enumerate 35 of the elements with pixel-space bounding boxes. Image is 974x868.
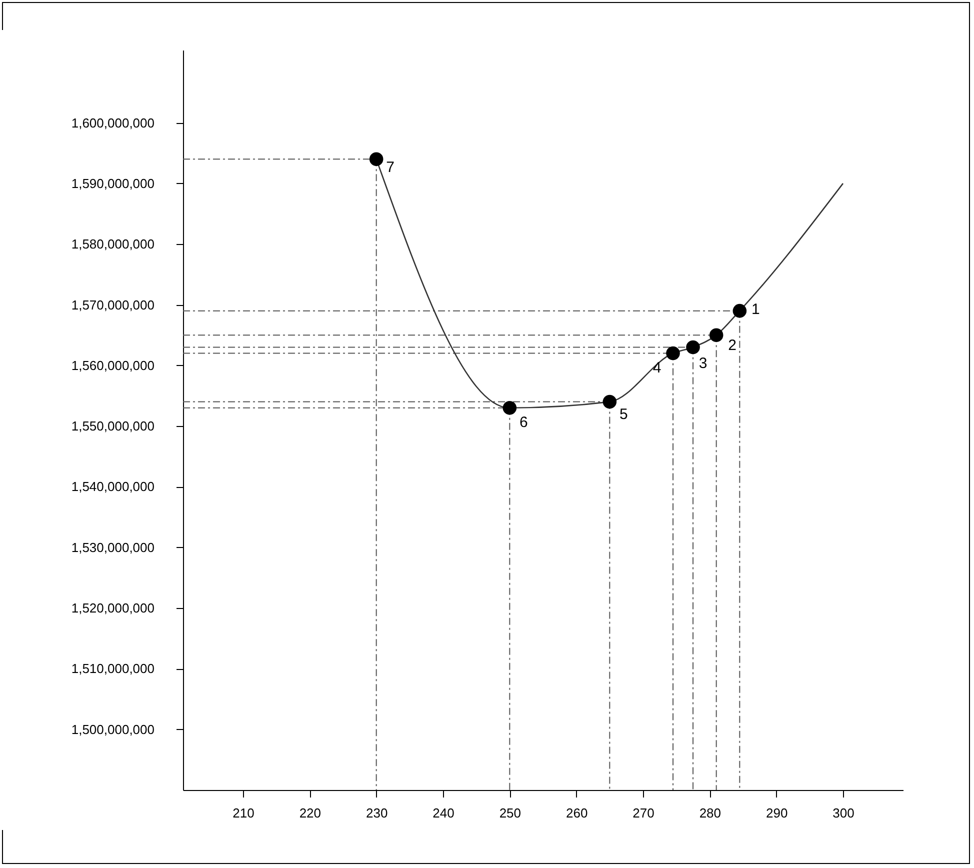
annotation: 7 bbox=[386, 159, 395, 176]
point bbox=[732, 304, 747, 318]
x-tick-label: 250 bbox=[499, 806, 522, 820]
point bbox=[686, 340, 700, 354]
annotation: 4 bbox=[652, 359, 662, 376]
x-tick-label: 260 bbox=[566, 806, 588, 820]
annotation: 2 bbox=[728, 337, 737, 354]
x-tick-label: 210 bbox=[232, 806, 254, 820]
x-tick-label: 240 bbox=[432, 806, 454, 820]
y-tick-label: 1,600,000,000 bbox=[71, 115, 154, 130]
y-tick-label: 1,540,000,000 bbox=[71, 479, 154, 494]
y-tick-label: 1,520,000,000 bbox=[71, 600, 154, 616]
x-tick-label: 230 bbox=[366, 806, 388, 820]
y-tick-label: 1,590,000,000 bbox=[71, 176, 154, 191]
point bbox=[502, 400, 517, 415]
annotation: 6 bbox=[519, 414, 528, 431]
y-tick-label: 1,510,000,000 bbox=[71, 661, 154, 676]
y-tick-label: 1,570,000,000 bbox=[71, 297, 154, 312]
point bbox=[369, 152, 384, 166]
y-tick-label: 1,500,000,000 bbox=[71, 722, 154, 737]
y-tick-label: 1,550,000,000 bbox=[71, 418, 154, 434]
annotation: 1 bbox=[751, 300, 760, 318]
x-tick-label: 290 bbox=[766, 806, 788, 820]
point bbox=[709, 328, 724, 342]
x-tick-label: 300 bbox=[832, 806, 854, 820]
y-tick-label: 1,560,000,000 bbox=[71, 358, 154, 373]
x-tick-label: 270 bbox=[632, 806, 654, 820]
y-tick-label: 1,580,000,000 bbox=[71, 236, 154, 252]
x-tick-label: 280 bbox=[699, 806, 722, 820]
point bbox=[666, 346, 680, 360]
annotation: 5 bbox=[619, 406, 628, 423]
annotation: 3 bbox=[698, 355, 708, 372]
y-tick-label: 1,530,000,000 bbox=[71, 540, 154, 555]
x-tick-label: 220 bbox=[299, 806, 322, 820]
point bbox=[602, 394, 617, 409]
